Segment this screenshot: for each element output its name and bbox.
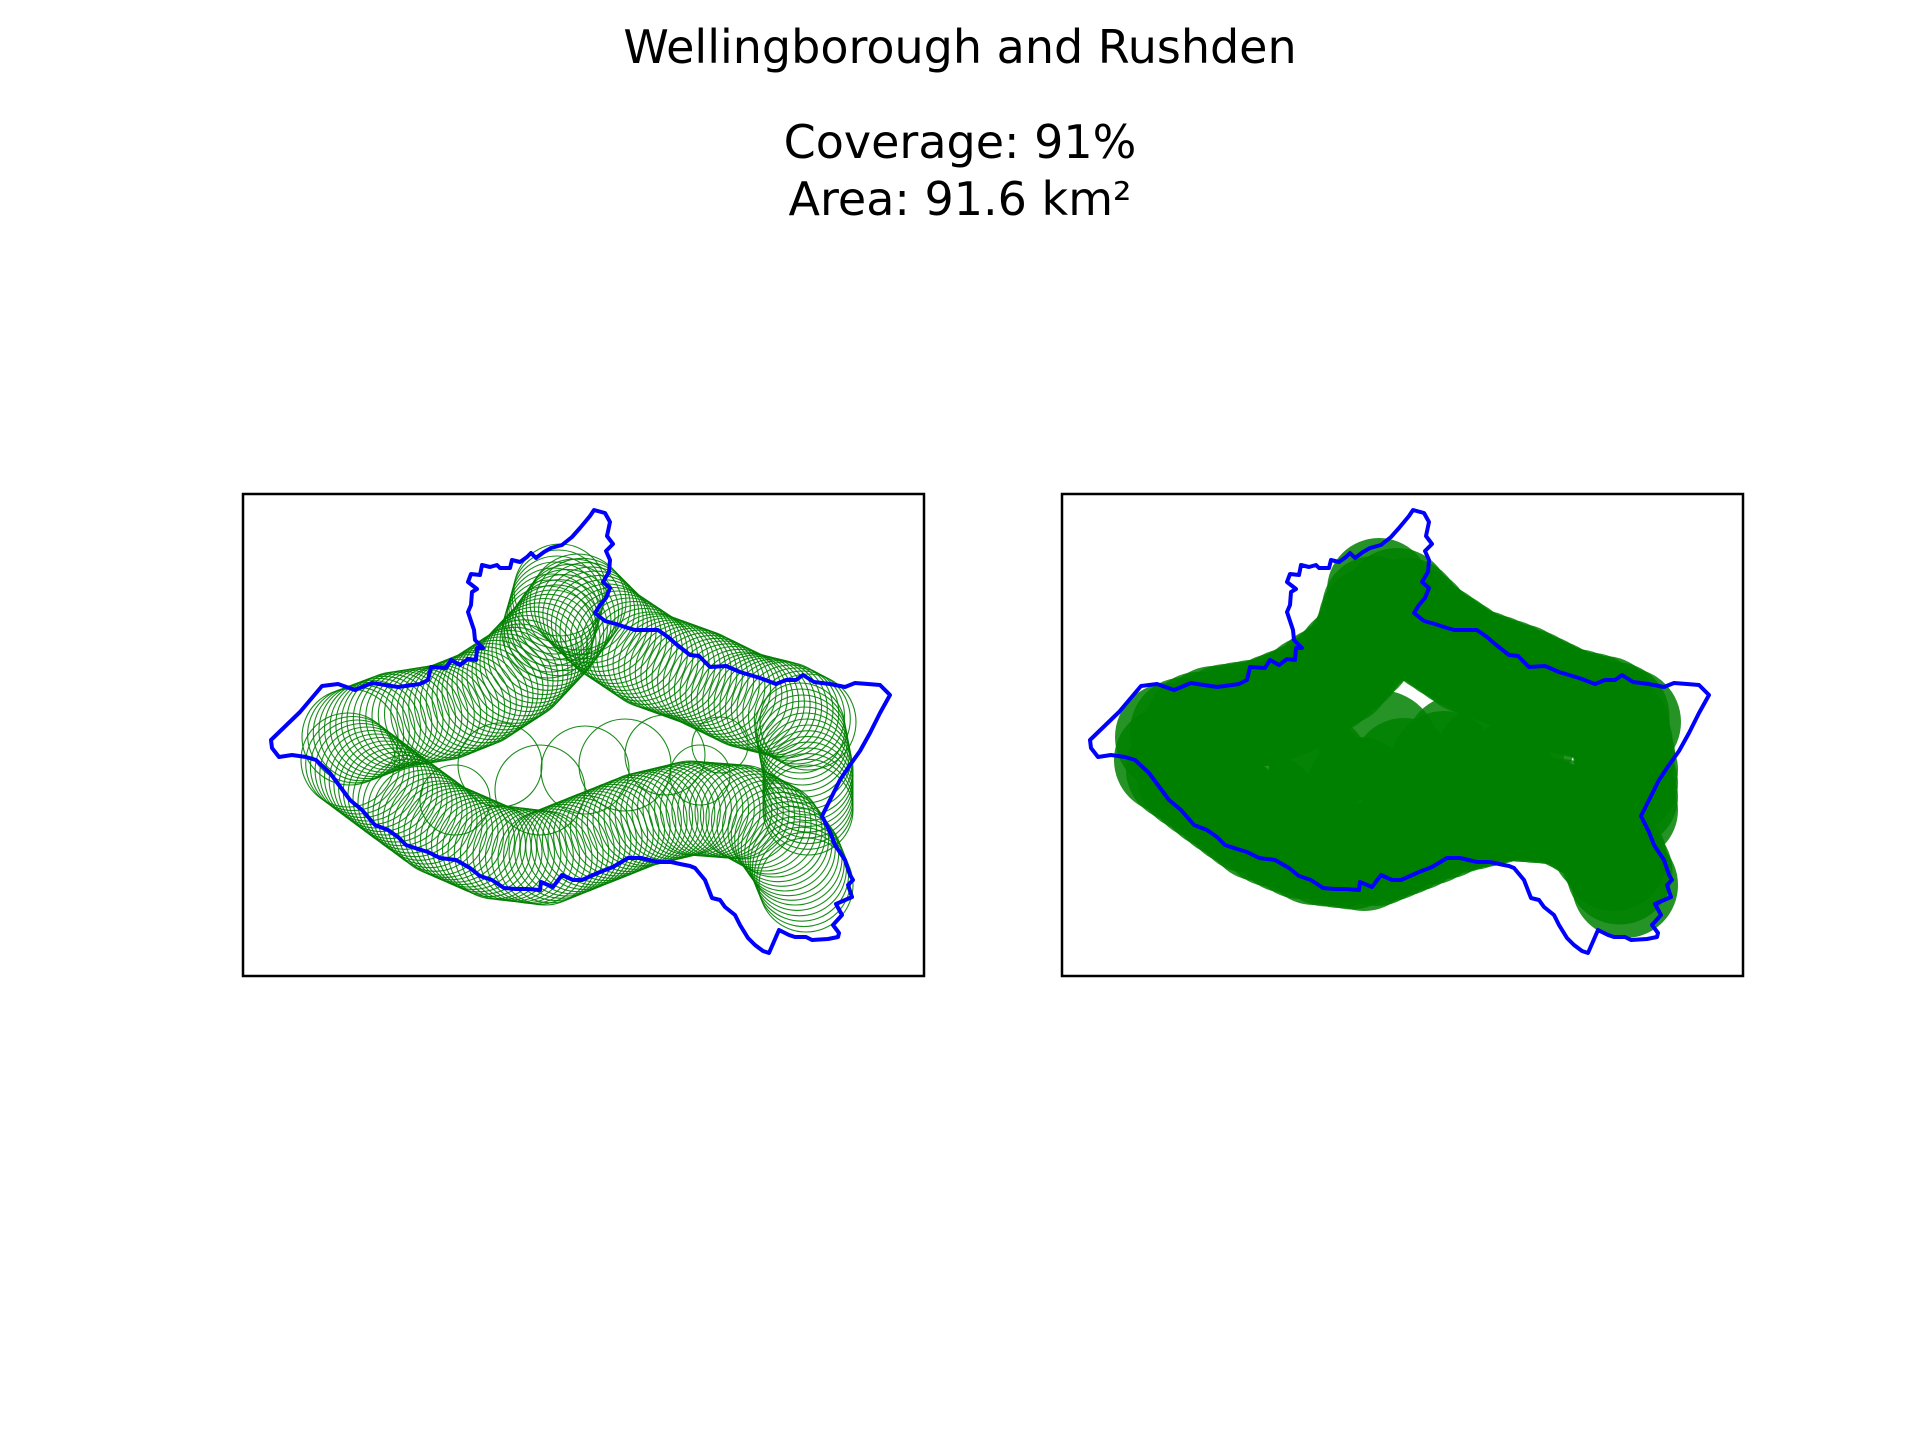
coverage-circle bbox=[504, 573, 599, 667]
coverage-circle bbox=[499, 593, 597, 691]
coverage-circle bbox=[357, 754, 453, 850]
coverage-circle bbox=[501, 585, 595, 679]
coverage-circle bbox=[553, 788, 649, 884]
coverage-circle bbox=[668, 637, 766, 735]
coverage-circle bbox=[719, 657, 817, 755]
coverage-circle bbox=[518, 568, 616, 666]
coverage-circle bbox=[578, 718, 672, 812]
coverage-disc bbox=[1474, 715, 1564, 805]
coverage-circle bbox=[425, 794, 521, 890]
coverage-circle bbox=[510, 579, 608, 677]
coverage-circle bbox=[759, 673, 857, 771]
coverage-circle bbox=[601, 611, 699, 709]
coverage-circle bbox=[414, 790, 510, 886]
coverage-circle bbox=[753, 670, 851, 768]
coverage-circle bbox=[300, 712, 396, 808]
coverage-circle bbox=[699, 767, 796, 863]
coverage-circle bbox=[624, 714, 706, 796]
coverage-circle bbox=[564, 783, 660, 879]
coverage-circle bbox=[669, 744, 731, 806]
coverage-disc bbox=[1572, 832, 1678, 938]
coverage-circle bbox=[541, 792, 637, 888]
coverage-circle bbox=[413, 656, 512, 754]
coverage-circle bbox=[387, 776, 483, 872]
coverage-circle bbox=[503, 579, 597, 673]
coverage-circles-outlined bbox=[300, 543, 857, 933]
coverage-disc bbox=[1364, 745, 1474, 855]
coverage-circle bbox=[446, 639, 544, 737]
coverage-circle bbox=[305, 715, 401, 812]
coverage-circle bbox=[408, 658, 506, 756]
area-label: Area: 91.6 km² bbox=[788, 172, 1132, 226]
coverage-circle bbox=[679, 643, 777, 741]
coverage-circle bbox=[494, 744, 586, 836]
coverage-circle bbox=[547, 790, 643, 886]
coverage-circle bbox=[645, 627, 743, 725]
coverage-circle bbox=[309, 719, 405, 815]
coverage-circle bbox=[372, 765, 468, 861]
coverage-circle bbox=[471, 623, 569, 721]
coverage-circle bbox=[403, 785, 499, 881]
coverage-circle bbox=[762, 764, 854, 856]
district-boundary-right bbox=[1088, 508, 1711, 955]
coverage-circle bbox=[419, 792, 516, 888]
coverage-circle bbox=[425, 651, 523, 749]
coverage-circle bbox=[625, 764, 721, 860]
coverage-circle bbox=[662, 634, 760, 733]
coverage-circle bbox=[542, 566, 640, 664]
coverage-circle bbox=[328, 733, 424, 829]
coverage-circle bbox=[540, 725, 630, 815]
coverage-circle bbox=[640, 625, 738, 723]
coverage-disc bbox=[1315, 580, 1419, 684]
coverage-circle bbox=[441, 642, 539, 741]
coverage-circle bbox=[323, 729, 420, 826]
figure-title: Wellingborough and Rushden bbox=[623, 20, 1297, 74]
coverage-circle bbox=[419, 764, 491, 836]
coverage-circle bbox=[392, 780, 488, 876]
coverage-circle bbox=[736, 661, 834, 759]
coverage-circle bbox=[538, 562, 636, 660]
coverage-circle bbox=[397, 782, 494, 878]
right-map-panel bbox=[1060, 492, 1745, 978]
coverage-circle bbox=[352, 751, 448, 847]
district-boundary-left bbox=[269, 508, 892, 955]
coverage-circle bbox=[333, 736, 429, 833]
coverage-circles-filled bbox=[1114, 538, 1681, 938]
coverage-label: Coverage: 91% bbox=[783, 115, 1137, 169]
coverage-disc bbox=[1576, 759, 1678, 861]
coverage-circle bbox=[586, 774, 682, 870]
coverage-circle bbox=[747, 667, 846, 765]
coverage-circle bbox=[475, 619, 573, 717]
coverage-circle bbox=[319, 726, 415, 822]
coverage-circle bbox=[456, 633, 554, 731]
coverage-circle bbox=[737, 796, 833, 892]
right-panel-frame bbox=[1060, 492, 1745, 978]
coverage-circle bbox=[314, 722, 410, 819]
coverage-circle bbox=[377, 769, 473, 865]
coverage-circle bbox=[730, 660, 828, 758]
coverage-disc bbox=[1269, 720, 1369, 820]
coverage-circle bbox=[691, 716, 749, 774]
coverage-circle bbox=[436, 646, 534, 744]
left-map-panel bbox=[241, 492, 926, 978]
coverage-circle bbox=[362, 758, 458, 854]
coverage-circle bbox=[657, 632, 755, 730]
left-panel-frame bbox=[241, 492, 926, 978]
coverage-circle bbox=[760, 712, 852, 804]
coverage-circle bbox=[312, 684, 410, 782]
coverage-circle bbox=[487, 606, 585, 704]
